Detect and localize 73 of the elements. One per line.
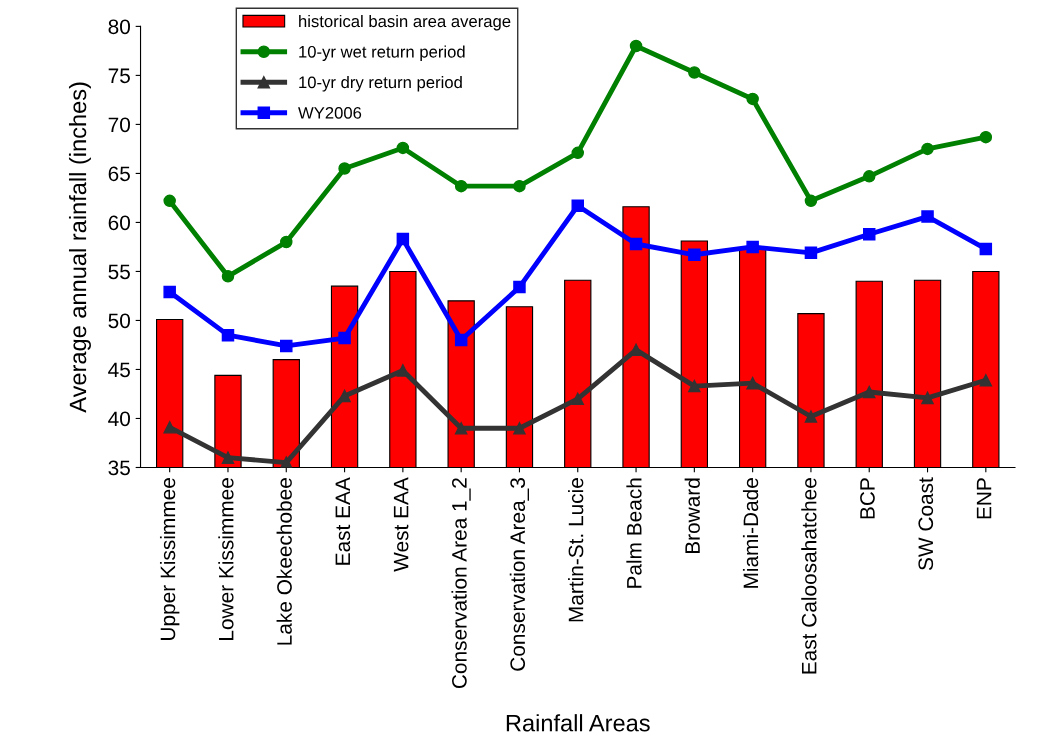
- x-axis-title: Rainfall Areas: [506, 714, 650, 732]
- point: [804, 410, 818, 423]
- x-tick-label: Lower Kissimmee: [218, 478, 234, 640]
- x-tick-label: Conservation Area_3: [509, 478, 529, 671]
- point: [513, 422, 526, 435]
- point: [804, 246, 818, 260]
- point: [921, 142, 934, 156]
- y-tick-label: 50: [108, 313, 130, 329]
- point: [513, 179, 526, 193]
- point: [163, 285, 176, 299]
- x-tick-label: East EAA: [335, 477, 351, 565]
- point: [979, 130, 993, 144]
- x-tick-label: BCP: [860, 478, 875, 519]
- x-tick-label: Palm Beach: [626, 478, 642, 588]
- point: [454, 422, 468, 435]
- point: [629, 237, 643, 251]
- y-tick-label: 45: [108, 362, 130, 378]
- point: [862, 385, 876, 399]
- x-tick-label: Miami-Dade: [742, 478, 759, 588]
- point: [280, 235, 293, 249]
- y-tick-label: 70: [108, 117, 130, 133]
- x-tick-label: Martin-St. Lucie: [568, 478, 584, 622]
- x-tick-label: Conservation Area 1_2: [451, 478, 471, 689]
- point: [629, 39, 643, 53]
- point: [396, 141, 410, 155]
- point: [221, 270, 235, 283]
- point: [221, 451, 235, 464]
- point: [746, 376, 759, 390]
- x-tick-label: East Caloosahatchee: [801, 478, 817, 674]
- x-tick-label: Broward: [684, 478, 700, 554]
- point: [688, 248, 701, 262]
- point: [746, 240, 759, 254]
- x-tick-label: Upper Kissimmee: [159, 478, 180, 640]
- legend-label: 10-yr wet return period: [299, 45, 465, 61]
- point: [921, 391, 934, 405]
- point: [163, 194, 176, 208]
- y-tick-label: 40: [108, 411, 130, 427]
- point: [454, 333, 468, 347]
- point: [688, 379, 701, 393]
- point: [804, 194, 818, 208]
- point: [280, 339, 293, 353]
- point: [163, 421, 176, 434]
- y-tick-label: 65: [108, 166, 130, 182]
- point: [746, 92, 759, 106]
- point: [921, 210, 934, 223]
- point: [454, 179, 468, 193]
- x-tick-label: ENP: [976, 478, 992, 519]
- point: [338, 389, 351, 403]
- point: [571, 146, 585, 160]
- x-tick-label: West EAA: [393, 477, 409, 572]
- point: [571, 392, 585, 406]
- point: [688, 66, 701, 79]
- point: [513, 280, 526, 294]
- point: [396, 232, 410, 246]
- y-tick-label: 75: [108, 68, 130, 84]
- x-tick-label: SW Coast: [918, 477, 934, 571]
- y-tick-label: 80: [108, 19, 130, 35]
- point: [338, 162, 351, 175]
- point: [862, 170, 876, 183]
- legend-label: WY2006: [298, 106, 362, 119]
- legend-label: 10-yr dry return period: [299, 76, 462, 92]
- y-tick-label: 60: [108, 215, 130, 231]
- point: [979, 373, 993, 387]
- point: [338, 331, 351, 345]
- y-tick-label: 55: [108, 264, 130, 280]
- legend-label: historical basin area average: [299, 14, 511, 31]
- point: [571, 199, 585, 213]
- point: [862, 227, 876, 241]
- y-axis-title: Average annual rainfall (inches): [68, 82, 91, 413]
- y-tick-label: 35: [108, 460, 130, 476]
- point: [221, 328, 235, 342]
- x-tick-label: Lake Okeechobee: [276, 478, 292, 645]
- point: [979, 242, 993, 256]
